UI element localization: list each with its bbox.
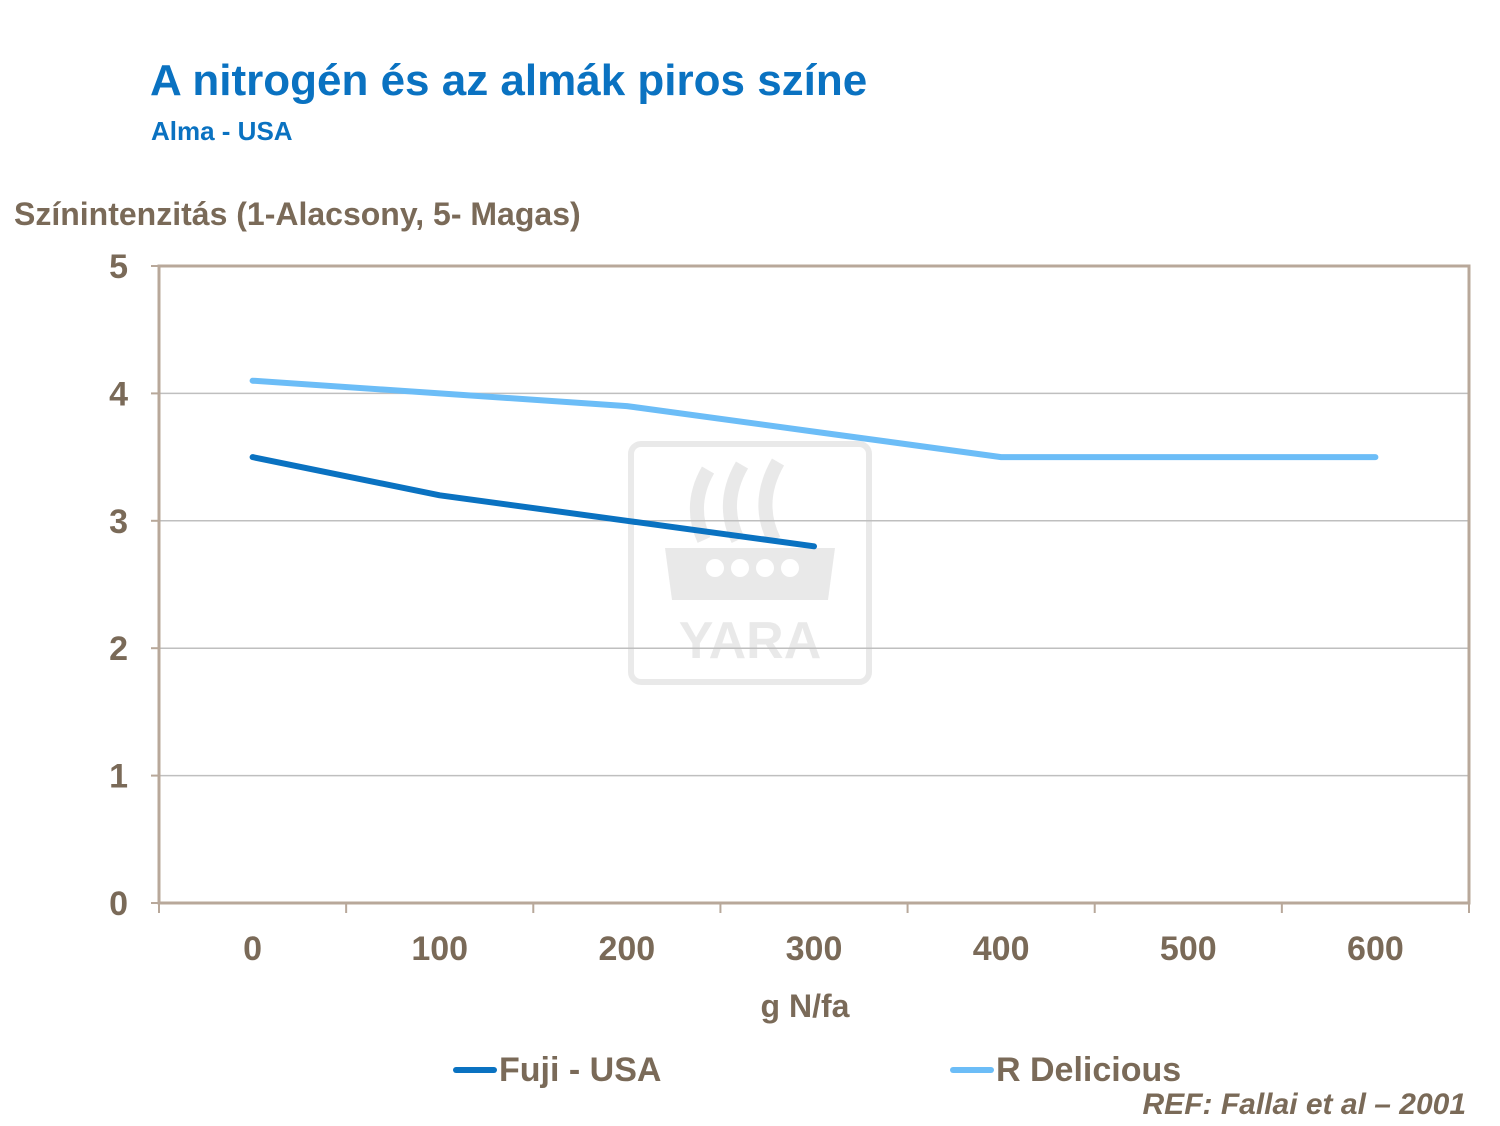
legend-item-r-delicious: R Delicious bbox=[950, 1050, 1181, 1090]
series-line-fuji bbox=[249, 454, 817, 550]
legend-swatch-fuji bbox=[453, 1067, 497, 1073]
page-subtitle: Alma - USA bbox=[151, 116, 293, 146]
page-title: A nitrogén és az almák piros színe bbox=[150, 56, 868, 105]
legend-label-r-delicious: R Delicious bbox=[996, 1050, 1182, 1089]
series-line-r-delicious bbox=[249, 377, 1379, 461]
legend-swatch-r-delicious bbox=[950, 1067, 994, 1073]
x-tick-label-100: 100 bbox=[411, 930, 468, 968]
legend-label-fuji: Fuji - USA bbox=[499, 1050, 662, 1089]
reference-note: REF: Fallai et al – 2001 bbox=[1142, 1088, 1466, 1121]
x-tick-label-0: 0 bbox=[243, 930, 262, 968]
x-tick-label-600: 600 bbox=[1347, 930, 1404, 968]
x-tick-label-300: 300 bbox=[786, 930, 843, 968]
x-tick-label-200: 200 bbox=[598, 930, 655, 968]
y-tick-label-0: 0 bbox=[109, 885, 128, 923]
x-axis-label: g N/fa bbox=[760, 988, 850, 1024]
y-tick-label-1: 1 bbox=[109, 758, 128, 796]
svg-text:YARA: YARA bbox=[679, 612, 822, 670]
yara-logo-watermark: YARA bbox=[628, 441, 872, 685]
legend-item-fuji: Fuji - USA bbox=[453, 1050, 661, 1090]
x-tick-label-400: 400 bbox=[973, 930, 1030, 968]
x-tick-label-500: 500 bbox=[1160, 930, 1217, 968]
y-tick-label-3: 3 bbox=[109, 503, 128, 541]
y-tick-label-2: 2 bbox=[109, 630, 128, 668]
y-tick-label-4: 4 bbox=[109, 375, 128, 413]
plot-area-frame bbox=[157, 264, 1471, 905]
y-axis-label: Színintenzitás (1-Alacsony, 5- Magas) bbox=[14, 196, 581, 232]
y-tick-label-5: 5 bbox=[109, 248, 128, 286]
